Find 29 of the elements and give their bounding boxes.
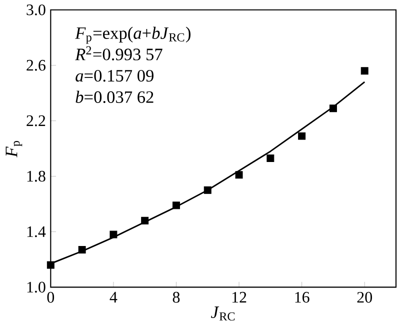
point — [360, 67, 368, 75]
y-tick-label: 1.8 — [27, 170, 46, 182]
x-tick-label: 8 — [172, 292, 180, 303]
y-tick-label: 2.2 — [26, 115, 46, 126]
y-tick-label: 3.0 — [26, 4, 46, 16]
point — [235, 171, 243, 179]
point — [110, 230, 118, 238]
annotation: R$^{2}$=0.993 57 — [75, 46, 162, 60]
x-tick-label: 0 — [47, 292, 54, 303]
point — [298, 132, 306, 140]
x-tick-label: 4 — [110, 292, 118, 303]
y-tick-label: 2.6 — [26, 60, 46, 71]
x-tick-label: 12 — [232, 292, 246, 303]
point — [46, 261, 54, 269]
point — [78, 246, 86, 254]
y-axis-title: F$_{p}$ — [6, 141, 22, 158]
annotation: b=0.037 62 — [76, 90, 154, 104]
y-tick-label: 1.4 — [27, 226, 46, 238]
annotation: a=0.157 09 — [76, 70, 154, 82]
point — [204, 186, 212, 194]
point — [329, 104, 337, 112]
x-tick-label: 16 — [295, 292, 310, 303]
y-tick-label: 1.0 — [27, 282, 46, 293]
point — [141, 216, 149, 224]
point — [172, 202, 180, 210]
point — [266, 154, 274, 162]
x-tick-label: 20 — [357, 292, 372, 303]
x-axis-title: J$_{RC}$ — [210, 306, 235, 321]
annotation: F$_{p}$=exp(a+bJ$_{RC}$) — [75, 26, 190, 44]
